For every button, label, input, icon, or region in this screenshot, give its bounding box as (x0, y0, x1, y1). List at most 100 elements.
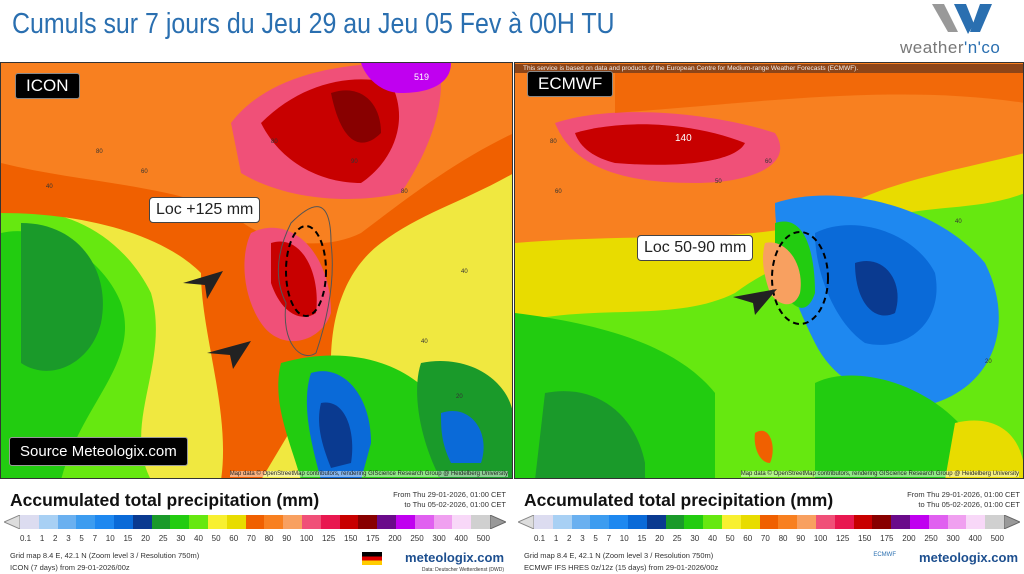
scale-tick: 90 (796, 534, 806, 543)
scale-tick: 3 (580, 534, 585, 543)
map-value: 20 (456, 394, 463, 400)
rain-callout: Loc +125 mm (149, 197, 261, 223)
scale-tick: 30 (690, 534, 700, 543)
scale-swatch (985, 515, 1004, 529)
scale-tick: 7 (606, 534, 612, 543)
scale-swatch (928, 515, 948, 529)
scale-swatch (966, 515, 986, 529)
scale-swatch (358, 515, 378, 529)
scale-swatch (872, 515, 892, 529)
logo-text-accent: 'n'co (963, 38, 1001, 57)
color-scale (4, 515, 506, 529)
scale-swatch (283, 515, 302, 529)
scale-tick: 400 (454, 534, 468, 543)
scale-tick: 2 (567, 534, 572, 543)
map-attribution: Map data © OpenStreetMap contributors, r… (229, 471, 508, 477)
scale-tick: 10 (619, 534, 629, 543)
scale-tick: 60 (743, 534, 753, 543)
highlight-ellipse (771, 231, 829, 325)
scale-swatch (245, 515, 265, 529)
scale-swatch (264, 515, 284, 529)
scale-swatch (38, 515, 58, 529)
scale-swatch (395, 515, 415, 529)
scale-tick: 5 (79, 534, 84, 543)
scale-swatch (471, 515, 490, 529)
scale-tick: 200 (388, 534, 402, 543)
weatherandco-logo: weather'n'co (900, 2, 1020, 58)
map-value: 140 (675, 133, 692, 144)
scale-swatch (665, 515, 685, 529)
logo-w-icon (932, 4, 992, 34)
scale-arrow-right (489, 515, 506, 529)
grid-info: Grid map 8.4 E, 42.1 N (Zoom level 3 / R… (10, 550, 199, 574)
grid-text: Grid map 8.4 E, 42.1 N (Zoom level 3 / R… (10, 551, 200, 560)
scale-tick: 250 (410, 534, 424, 543)
scale-tick: 60 (229, 534, 239, 543)
scale-swatch (571, 515, 591, 529)
map-value: 50 (715, 179, 722, 185)
scale-tick: 200 (902, 534, 916, 543)
scale-swatch (909, 515, 929, 529)
arrow-icon (183, 271, 223, 299)
map-value: 80 (96, 149, 103, 155)
scale-tick: 175 (366, 534, 380, 543)
run-text: ICON (7 days) from 29-01-2026/00z (10, 563, 130, 572)
scale-swatch (646, 515, 666, 529)
scale-swatch (151, 515, 171, 529)
map-value: 80 (401, 189, 408, 195)
scale-tick: 1 (553, 534, 559, 543)
map-value: 40 (46, 184, 53, 190)
map-value: 60 (765, 159, 772, 165)
scale-swatch (189, 515, 208, 529)
scale-tick: 90 (282, 534, 292, 543)
scale-swatch (721, 515, 741, 529)
scale-tick: 40 (708, 534, 717, 543)
model-label: ECMWF (527, 71, 614, 97)
scale-swatch (95, 515, 114, 529)
scale-swatch (57, 515, 77, 529)
scale-swatch (76, 515, 96, 529)
scale-tick: 2 (53, 534, 58, 543)
scale-tick: 50 (725, 534, 735, 543)
map-value: 60 (555, 189, 562, 195)
scale-tick: 500 (990, 534, 1004, 543)
scale-tick: 20 (655, 534, 664, 543)
scale-ticks: 0.1 1 2 3 5 7 10 15 20 25 30 40 50 60 70 80 90 100 125 150 1… (20, 534, 490, 543)
germany-flag-icon (362, 552, 382, 565)
highlight-ellipse (285, 225, 327, 317)
scale-swatch (590, 515, 610, 529)
scale-swatch (226, 515, 246, 529)
logo-text: weather (900, 38, 964, 57)
ecmwf-map-panel: 140 60 80 50 60 40 20 This service is ba… (514, 62, 1024, 479)
map-value: 40 (421, 339, 428, 345)
scale-tick: 25 (672, 534, 682, 543)
scale-tick: 80 (264, 534, 274, 543)
scale-tick: 80 (778, 534, 788, 543)
ecmwf-logo: ECMWF (873, 552, 896, 558)
map-value: 40 (955, 219, 962, 225)
date-to: to Thu 05-02-2026, 01:00 CET (404, 500, 506, 509)
scale-tick: 50 (211, 534, 221, 543)
scale-tick: 150 (858, 534, 872, 543)
map-attribution: Map data © OpenStreetMap contributors, r… (740, 471, 1019, 477)
scale-tick: 0.1 (20, 534, 32, 543)
scale-swatch (740, 515, 760, 529)
scale-swatch (703, 515, 722, 529)
map-value: 60 (141, 169, 148, 175)
scale-swatch (320, 515, 340, 529)
map-value: 20 (985, 359, 992, 365)
scale-swatch (20, 515, 39, 529)
scale-swatch (627, 515, 647, 529)
meteologix-logo: meteologix.com (405, 550, 504, 565)
legend-dates: From Thu 29-01-2026, 01:00 CET to Thu 05-… (907, 490, 1020, 510)
map-value: 80 (271, 139, 278, 145)
scale-tick: 175 (880, 534, 894, 543)
rain-callout: Loc 50-90 mm (637, 235, 754, 261)
legend-title: Accumulated total precipitation (mm) (524, 490, 834, 510)
scale-tick: 100 (299, 534, 314, 543)
scale-swatch (452, 515, 472, 529)
ecmwf-legend: Accumulated total precipitation (mm) Fro… (514, 482, 1024, 574)
scale-tick: 100 (813, 534, 828, 543)
scale-swatch (609, 515, 628, 529)
scale-tick: 5 (593, 534, 598, 543)
